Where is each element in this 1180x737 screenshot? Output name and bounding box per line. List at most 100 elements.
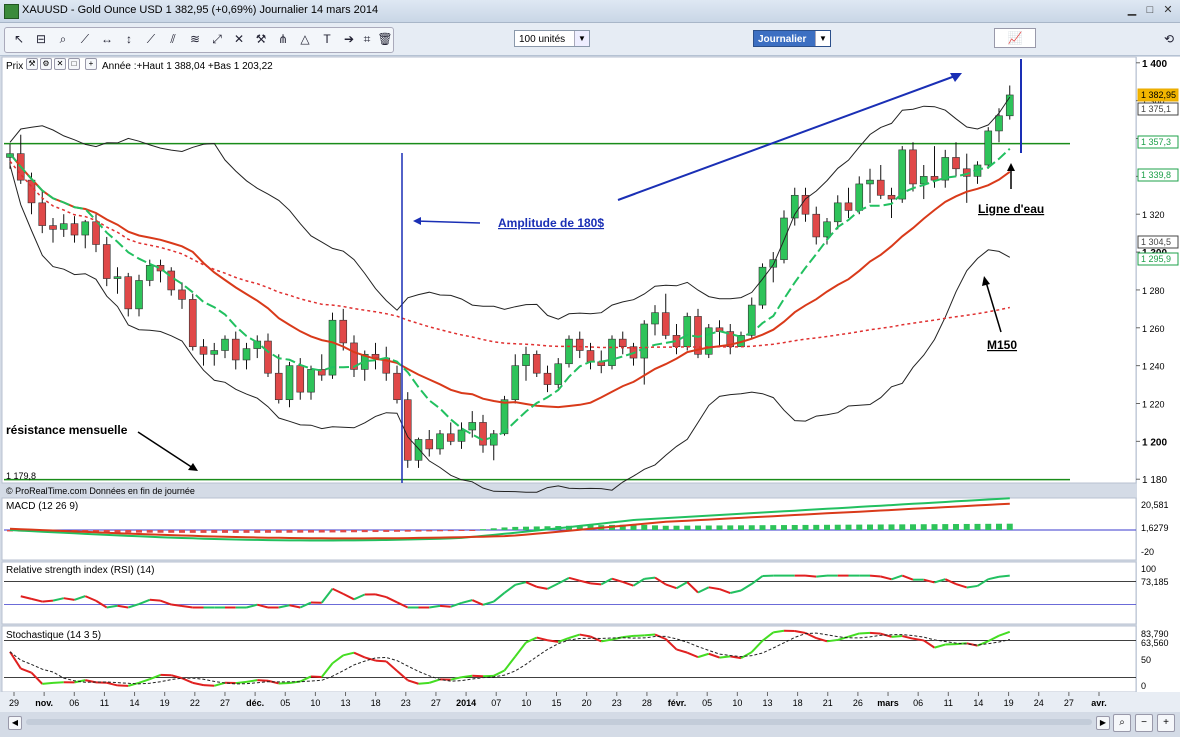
- stoch-k-segment: [127, 681, 140, 687]
- rsi-segment: [332, 587, 344, 595]
- ruler-icon[interactable]: ⊟: [35, 32, 47, 46]
- candle-body: [608, 338, 616, 366]
- bollinger-upper: [9, 96, 1011, 320]
- macd-histogram-bar: [103, 530, 110, 533]
- macd-histogram-bar: [157, 530, 164, 533]
- chart-area[interactable]: Prix Année :+Haut 1 388,04 +Bas 1 203,22…: [0, 56, 1180, 737]
- pointer-icon[interactable]: ↖: [13, 32, 25, 46]
- zoom-icon[interactable]: ⌕: [59, 32, 67, 46]
- macd-histogram-bar: [254, 530, 261, 533]
- arrow-icon[interactable]: ➔: [343, 32, 355, 46]
- candle-body: [995, 115, 1003, 132]
- scrollbar[interactable]: [26, 719, 1092, 725]
- wrench-icon[interactable]: ⚒: [26, 58, 38, 70]
- stoch-header: Stochastique (14 3 5): [6, 630, 101, 641]
- text-icon[interactable]: T: [323, 32, 331, 46]
- zoom-in-icon[interactable]: +: [1157, 714, 1175, 732]
- macd-histogram-bar: [501, 527, 508, 530]
- rsi-segment: [644, 576, 656, 580]
- candle-body: [436, 433, 444, 450]
- minimize-icon[interactable]: ▁: [1127, 4, 1137, 16]
- wrench-icon[interactable]: ⚒: [255, 32, 267, 46]
- stoch-k-segment: [170, 674, 183, 680]
- zoom-fit-icon[interactable]: ⌕: [1113, 714, 1131, 732]
- rsi-segment: [299, 601, 312, 609]
- close-icon[interactable]: ✕: [54, 58, 66, 70]
- bollinger-lower: [9, 164, 1011, 493]
- candle-body: [145, 265, 154, 281]
- maximize-icon[interactable]: □: [68, 58, 80, 70]
- stoch-k-segment: [525, 636, 538, 644]
- y-axis-strip: [1137, 57, 1180, 693]
- scroll-right-icon[interactable]: ▶: [1096, 716, 1110, 730]
- rsi-segment: [557, 576, 570, 585]
- stoch-k-segment: [601, 638, 613, 643]
- rsi-segment: [20, 595, 32, 600]
- fan-icon[interactable]: ⋔: [277, 32, 289, 46]
- candle-body: [27, 179, 36, 204]
- maximize-icon[interactable]: □: [1146, 4, 1154, 16]
- rsi-segment: [998, 574, 1010, 578]
- candle-body: [317, 369, 326, 376]
- stoch-k-segment: [246, 679, 258, 683]
- rsi-segment: [654, 576, 667, 586]
- window-title: XAUUSD - Gold Ounce USD 1 382,95 (+0,69%…: [22, 4, 379, 16]
- trash-icon[interactable]: 🗑: [377, 32, 393, 46]
- indicators-icon[interactable]: 📈: [994, 28, 1036, 48]
- candle-body: [704, 327, 713, 355]
- price-tag: [1137, 88, 1179, 102]
- fibonacci-icon[interactable]: ≋: [189, 32, 201, 46]
- trendline-icon[interactable]: ⟋: [80, 32, 90, 46]
- rsi-header: Relative strength index (RSI) (14): [6, 565, 154, 576]
- stoch-k-segment: [859, 631, 871, 635]
- units-select[interactable]: 100 unités ▼: [514, 30, 590, 47]
- ray-icon[interactable]: ⟋: [146, 32, 156, 46]
- candle-body: [102, 244, 111, 279]
- rsi-segment: [289, 604, 301, 609]
- candle-body: [446, 433, 455, 442]
- close-icon[interactable]: ✕: [1163, 4, 1173, 16]
- stoch-tick-4: 0: [1141, 681, 1146, 691]
- x-tick-label: 23: [612, 698, 622, 708]
- arrow-line-icon[interactable]: ⤢: [212, 32, 222, 46]
- rsi-segment: [278, 604, 290, 609]
- macd-histogram-bar: [781, 525, 787, 530]
- vertical-line-icon[interactable]: ↕: [126, 32, 132, 46]
- horizontal-line-icon[interactable]: ↔: [101, 32, 113, 46]
- x-tick-label: 18: [371, 698, 381, 708]
- price-tag: [1137, 168, 1179, 182]
- y-tick-label: 1 220: [1142, 400, 1165, 410]
- cross-icon[interactable]: ✕: [233, 32, 245, 46]
- zoom-out-icon[interactable]: −: [1135, 714, 1153, 732]
- stoch-k-segment: [869, 631, 881, 635]
- period-select[interactable]: Journalier ▼: [753, 30, 831, 47]
- lasso-icon[interactable]: ⌗: [363, 32, 371, 46]
- stoch-k-segment: [912, 637, 924, 642]
- candle-body: [758, 266, 767, 306]
- macd-histogram-bar: [125, 530, 132, 533]
- x-tick-label: 10: [521, 698, 531, 708]
- resistance-label: résistance mensuelle: [6, 423, 128, 437]
- macd-histogram-bar: [146, 530, 153, 533]
- macd-histogram-bar: [920, 524, 927, 530]
- scroll-left-icon[interactable]: ◀: [8, 716, 22, 730]
- x-tick-label: 11: [100, 698, 109, 708]
- candle-body: [210, 350, 219, 355]
- macd-histogram-bar: [404, 530, 411, 532]
- refresh-icon[interactable]: ⟲: [1163, 32, 1175, 46]
- channel-icon[interactable]: ⫽: [170, 32, 176, 46]
- stoch-k-segment: [428, 678, 441, 684]
- candle-body: [1005, 94, 1014, 117]
- macd-histogram-bar: [372, 530, 379, 533]
- rsi-segment: [117, 604, 129, 609]
- macd-histogram-bar: [942, 524, 949, 530]
- triangle-icon[interactable]: △: [300, 32, 310, 46]
- candle-body: [124, 276, 133, 310]
- rsi-segment: [590, 582, 602, 586]
- candle-body: [952, 157, 960, 170]
- rsi-segment: [665, 583, 677, 590]
- add-icon[interactable]: +: [85, 58, 97, 70]
- macd-histogram-bar: [447, 530, 454, 532]
- tools-icon[interactable]: ⚙: [40, 58, 52, 70]
- macd-histogram-bar: [189, 530, 196, 533]
